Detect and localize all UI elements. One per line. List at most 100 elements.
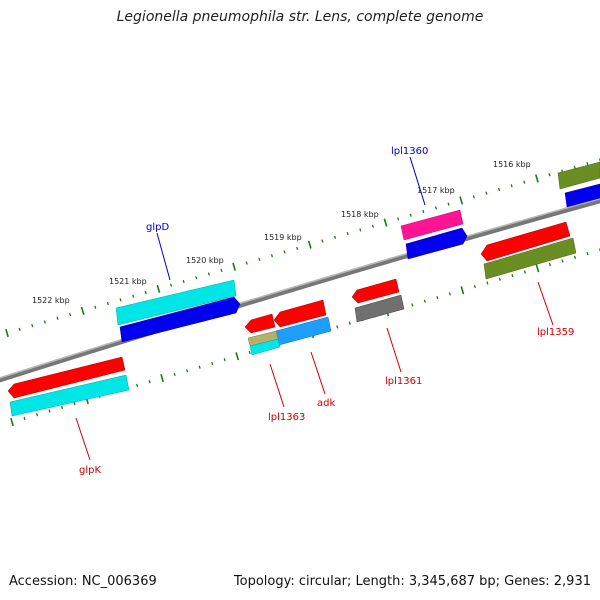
gene-lpl1359-red[interactable] [480,221,571,262]
upper-ruler-minor-tick [447,202,450,206]
map-title: Legionella pneumophila str. Lens, comple… [116,9,484,25]
upper-ruler-minor-tick [270,254,274,258]
gene-label-lpl1359[interactable]: lpl1359 [537,327,574,338]
gene-label-glpD[interactable]: glpD [146,222,169,233]
gene-olive-upper[interactable] [557,161,600,190]
upper-ruler-minor-tick [586,162,589,166]
genome-summary: Topology: circular; Length: 3,345,687 bp… [233,574,591,589]
upper-ruler-minor-tick [144,290,147,295]
upper-ruler-minor-tick [321,239,324,243]
upper-ruler-major-tick [80,306,85,315]
upper-ruler-major-tick [156,284,161,293]
upper-ruler-major-tick [535,174,539,183]
upper-ruler-minor-tick [119,298,122,302]
leader-glpD [156,232,171,281]
gene-adk-red[interactable] [273,299,327,328]
lower-ruler-major-tick [460,286,465,295]
gene-glpD-blue[interactable] [119,296,241,343]
gene-lpl1359-olive[interactable] [483,237,577,280]
upper-ruler-minor-tick [182,279,185,284]
lower-ruler-minor-tick [586,252,589,256]
lower-ruler-minor-tick [173,372,176,377]
upper-ruler-minor-tick [132,294,135,298]
lower-ruler-minor-tick [23,416,26,420]
genome-backbone [0,198,600,383]
ruler-upper-ticks [5,158,600,338]
upper-ruler-minor-tick [397,217,400,221]
gene-label-lpl1360[interactable]: lpl1360 [391,146,428,157]
lower-ruler-minor-tick [523,270,526,274]
upper-ruler-minor-tick [485,191,488,195]
leader-lpl1363 [269,363,285,408]
gene-lpl1360-blue[interactable] [405,227,468,260]
lower-ruler-major-tick [235,352,240,361]
upper-ruler-minor-tick [409,213,412,217]
upper-ruler-major-tick [5,328,9,338]
lower-ruler-minor-tick [411,303,414,307]
upper-ruler-minor-tick [359,228,362,232]
upper-ruler-minor-tick [220,268,223,273]
upper-ruler-major-tick [307,240,312,249]
lower-ruler-minor-tick [348,321,351,325]
lower-ruler-major-tick [10,417,14,427]
upper-ruler-minor-tick [195,276,198,280]
ruler-label-1520: 1520 kbp [186,256,224,265]
upper-ruler-minor-tick [169,283,173,287]
leader-lpl1359 [537,281,554,326]
lower-ruler-minor-tick [548,263,552,267]
leader-glpK [75,417,91,461]
lower-ruler-minor-tick [573,255,577,259]
gene-label-lpl1363[interactable]: lpl1363 [268,412,305,423]
gene-glpK-cyan[interactable] [9,374,130,417]
gene-label-glpK[interactable]: glpK [79,465,101,476]
gene-label-lpl1361[interactable]: lpl1361 [385,376,422,387]
lower-ruler-minor-tick [148,380,151,384]
upper-ruler-major-tick [232,262,236,271]
lower-ruler-minor-tick [211,361,214,366]
accession-label: Accession: NC_006369 [9,574,157,589]
upper-ruler-minor-tick [422,209,425,214]
gene-blue-upper-right[interactable] [564,183,600,208]
upper-ruler-minor-tick [333,235,337,239]
lower-ruler-major-tick [160,374,165,383]
ruler-label-1518: 1518 kbp [341,210,379,219]
upper-ruler-minor-tick [56,316,59,320]
gene-red-small[interactable] [244,313,276,334]
upper-ruler-minor-tick [371,224,374,228]
gene-lpl1360-magenta[interactable] [400,209,464,241]
ruler-label-1516: 1516 kbp [493,160,531,169]
upper-ruler-minor-tick [69,312,72,317]
lower-ruler-minor-tick [423,299,426,303]
lower-ruler-minor-tick [498,277,501,281]
ruler-label-1517: 1517 kbp [417,186,455,195]
gene-lpl1361-gray[interactable] [354,294,405,323]
leader-adk [310,351,326,395]
gene-lpl1363-cyan[interactable] [249,338,281,356]
ruler-label-1519: 1519 kbp [264,233,302,242]
upper-ruler-minor-tick [548,173,551,177]
lower-ruler-minor-tick [48,409,51,413]
lower-ruler-minor-tick [561,259,564,263]
upper-ruler-minor-tick [31,324,34,328]
upper-ruler-minor-tick [94,305,97,309]
upper-ruler-minor-tick [106,301,109,306]
lower-ruler-minor-tick [436,295,439,300]
upper-ruler-minor-tick [245,261,248,265]
upper-ruler-minor-tick [523,180,526,184]
lower-ruler-minor-tick [448,292,451,296]
upper-ruler-minor-tick [346,231,349,236]
upper-ruler-minor-tick [207,272,210,276]
lower-ruler-minor-tick [473,284,476,289]
ruler-label-1521: 1521 kbp [109,277,147,286]
upper-ruler-minor-tick [510,184,513,188]
upper-ruler-major-tick [459,196,464,205]
leader-lpl1360 [409,156,426,206]
upper-ruler-major-tick [383,218,388,227]
gene-label-adk[interactable]: adk [317,398,335,409]
leader-lpl1361 [386,327,402,373]
lower-ruler-minor-tick [73,402,76,406]
gene-glpK-red[interactable] [7,356,126,399]
gene-lpl1361-red[interactable] [351,278,400,304]
gene-glpD-cyan[interactable] [115,279,237,326]
